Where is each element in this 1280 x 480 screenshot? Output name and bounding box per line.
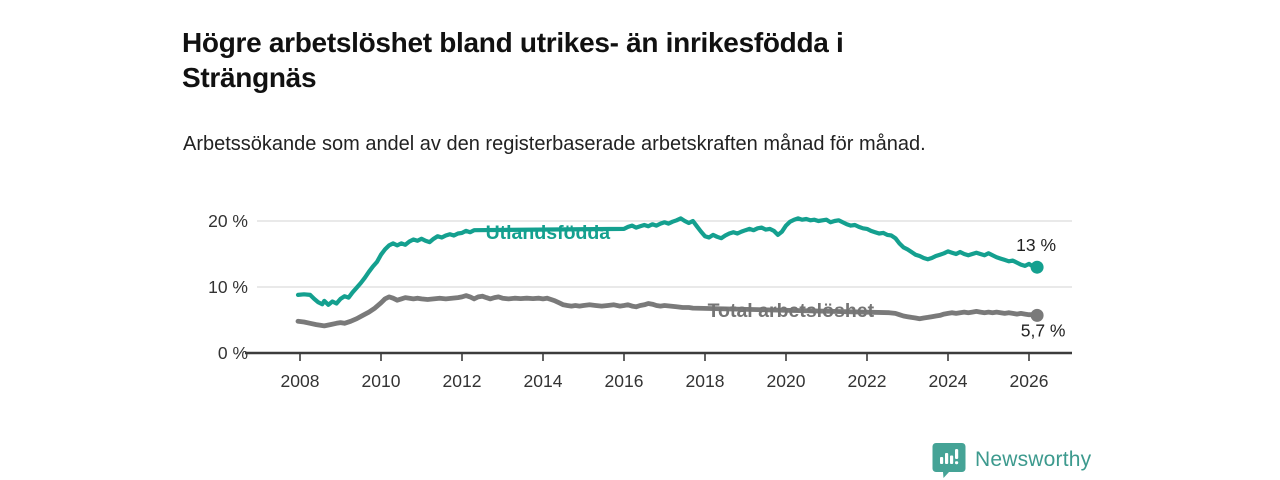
page-title: Högre arbetslöshet bland utrikes- än inr… xyxy=(182,26,844,94)
end-value-label-total-arbetsloshet: 5,7 % xyxy=(1021,320,1066,340)
logo-exclamation-dot xyxy=(955,460,959,464)
x-tick-label: 2026 xyxy=(1010,371,1049,391)
series-line-utlandsfodda xyxy=(295,216,1040,307)
y-tick-label: 10 % xyxy=(208,277,248,297)
x-tick-label: 2018 xyxy=(686,371,725,391)
brand-footer: Newsworthy xyxy=(932,441,1091,479)
x-tick-label: 2014 xyxy=(524,371,563,391)
x-tick-label: 2022 xyxy=(848,371,887,391)
end-dot-utlandsfodda xyxy=(1030,260,1044,274)
x-tick-label: 2010 xyxy=(362,371,401,391)
logo-bar-short xyxy=(940,456,944,464)
logo-exclamation-bar xyxy=(955,448,959,459)
x-tick-label: 2012 xyxy=(443,371,482,391)
series-label-total-arbetsloshet: Total arbetslöshet xyxy=(708,300,875,322)
x-tick-label: 2016 xyxy=(605,371,644,391)
x-tick-label: 2020 xyxy=(767,371,806,391)
x-tick-label: 2024 xyxy=(929,371,968,391)
chart-subtitle: Arbetssökande som andel av den registerb… xyxy=(183,133,926,155)
line-chart: 0 % 10 % 20 % 2008 2010 2012 2014 2016 2018 2020 2… xyxy=(170,190,1110,405)
end-value-label-utlandsfodda: 13 % xyxy=(1016,235,1056,255)
x-tick-label: 2008 xyxy=(281,371,320,391)
logo-bubble xyxy=(932,442,966,478)
series-line-total-arbetsloshet xyxy=(295,293,1040,329)
y-tick-label: 0 % xyxy=(218,343,248,363)
logo-bar-medium xyxy=(950,455,954,464)
newsworthy-logo-icon xyxy=(932,442,966,478)
y-tick-label: 20 % xyxy=(208,211,248,231)
chart-canvas: 0 % 10 % 20 % 2008 2010 2012 2014 2016 2018 2020 2… xyxy=(208,211,1072,391)
end-dot-total-arbetsloshet xyxy=(1030,308,1044,322)
logo-bar-tall xyxy=(945,452,949,464)
series-label-utlandsfodda: Utlandsfödda xyxy=(486,222,611,244)
brand-name: Newsworthy xyxy=(975,448,1092,471)
